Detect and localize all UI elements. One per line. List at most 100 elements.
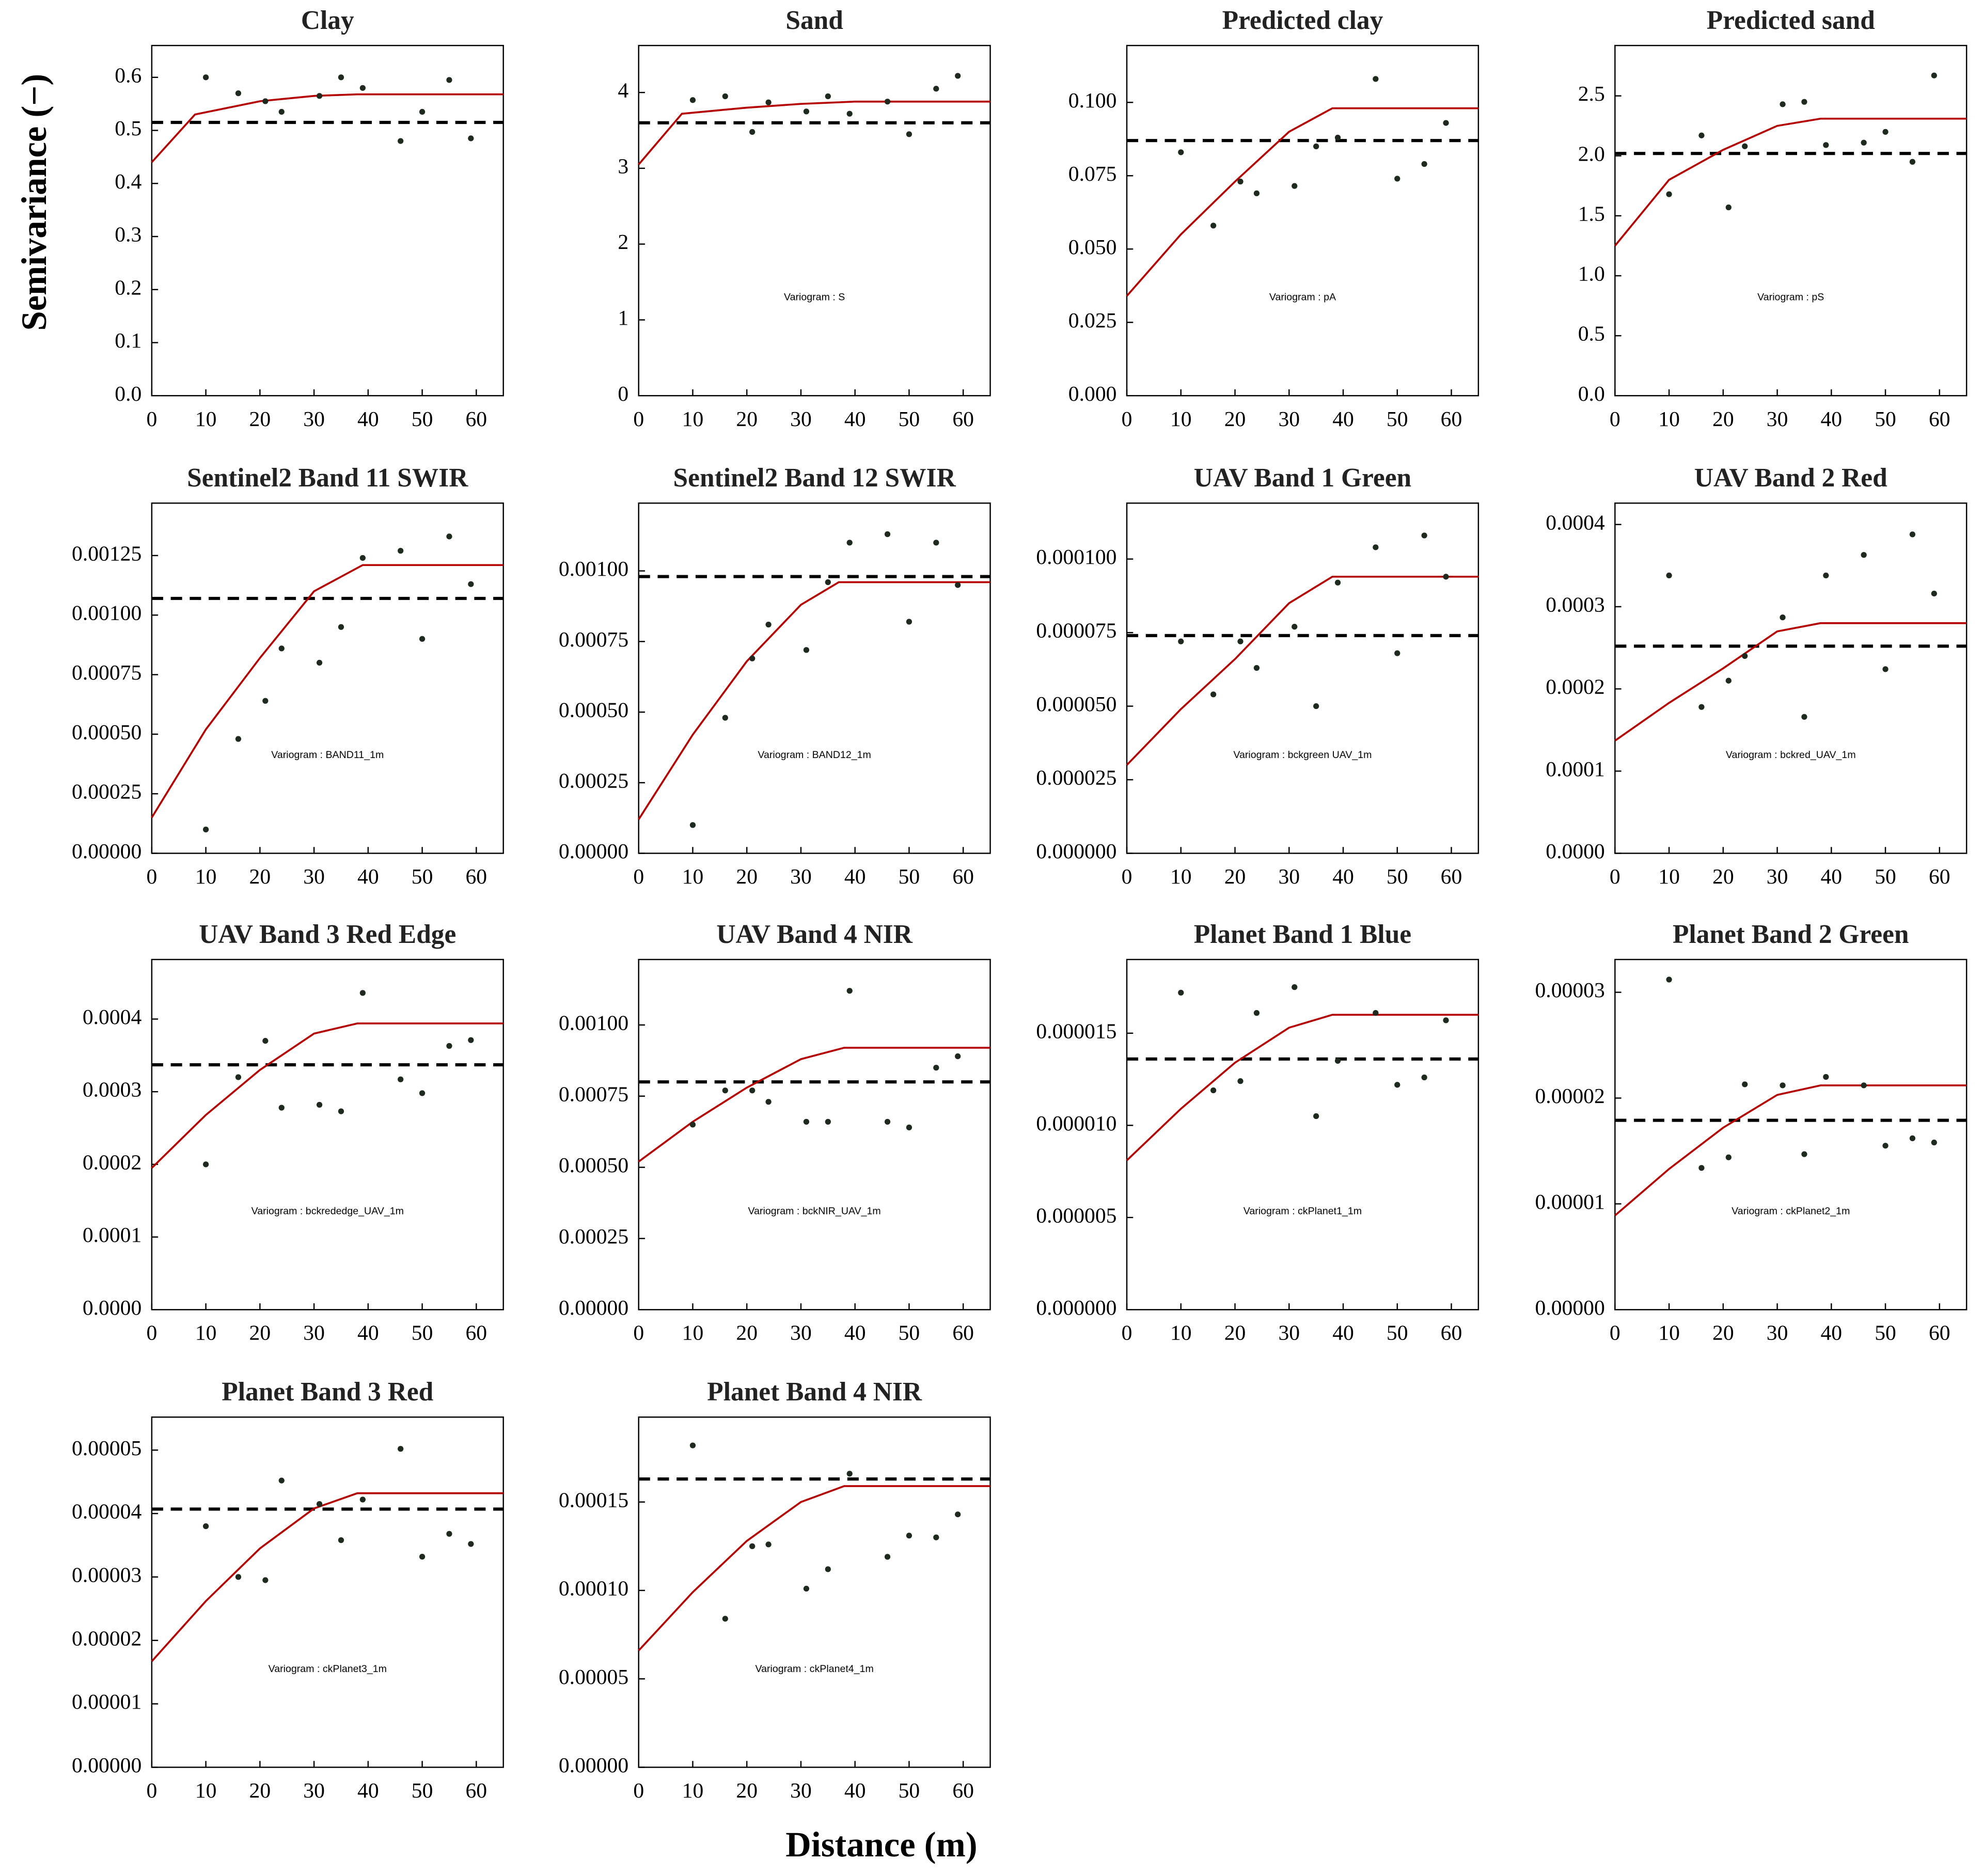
data-point (202, 74, 209, 81)
plot-frame (638, 502, 991, 854)
model-curve (151, 1022, 503, 1169)
data-point (825, 93, 831, 100)
data-point (749, 655, 756, 661)
x-tick-label: 60 (952, 407, 974, 431)
y-tick-label: 0.00050 (559, 699, 628, 722)
plot-frame (638, 1416, 991, 1768)
data-point (1292, 984, 1298, 990)
x-tick-label: 60 (952, 865, 974, 889)
data-point (419, 1090, 426, 1096)
x-tick-label: 30 (790, 865, 812, 889)
data-point (955, 582, 961, 588)
data-point (803, 108, 810, 115)
y-tick-label: 0.0001 (1546, 758, 1604, 781)
x-tick-label: 60 (1929, 407, 1950, 431)
data-point (1313, 703, 1319, 710)
data-point (1801, 714, 1807, 720)
x-tick-label: 40 (1332, 1321, 1354, 1345)
data-point (316, 1101, 323, 1108)
y-tick-label: 0.00100 (559, 1011, 628, 1035)
y-tick-label: 1.0 (1578, 262, 1605, 286)
data-point (1780, 101, 1786, 107)
data-point (202, 826, 209, 832)
data-point (1725, 1154, 1732, 1160)
y-tick-label: 1 (618, 306, 628, 330)
data-point (398, 547, 404, 554)
y-tick-label: 0.3 (115, 223, 141, 247)
data-point (1373, 76, 1379, 82)
data-point (955, 73, 961, 79)
data-point (1801, 1151, 1807, 1157)
data-point (338, 74, 344, 81)
data-point (846, 540, 853, 546)
y-tick-label: 0.000010 (1036, 1112, 1116, 1136)
x-tick-label: 10 (682, 1321, 704, 1345)
subplot-title: UAV Band 2 Red (1694, 463, 1887, 493)
data-point (1666, 191, 1672, 197)
x-tick-label: 40 (844, 865, 866, 889)
x-tick-label: 40 (1332, 865, 1354, 889)
data-point (1823, 1074, 1829, 1080)
plot-frame (1614, 502, 1968, 854)
plot-frame (151, 502, 504, 854)
annotation: Variogram : ckPlanet1_1m (1244, 1206, 1362, 1217)
data-point (1443, 1017, 1449, 1023)
y-tick-label: 2.0 (1578, 142, 1605, 166)
data-point (884, 99, 891, 105)
data-point (955, 1511, 961, 1518)
data-point (1742, 143, 1748, 149)
data-point (765, 1099, 772, 1105)
x-tick-label: 10 (682, 1779, 704, 1803)
y-tick-label: 0.000 (1068, 382, 1117, 406)
y-tick-label: 0.00005 (559, 1665, 628, 1689)
data-point (1882, 129, 1888, 135)
plot-frame (1614, 958, 1968, 1311)
data-point (1178, 638, 1184, 644)
data-point (1725, 677, 1732, 684)
model-curve (1614, 117, 1967, 247)
annotation: Variogram : bckNIR_UAV_1m (748, 1206, 881, 1217)
data-point (933, 86, 939, 92)
x-tick-label: 0 (146, 407, 157, 431)
y-tick-label: 0.00003 (1535, 979, 1604, 1002)
data-point (316, 659, 323, 666)
data-point (884, 1118, 891, 1125)
data-point (884, 1554, 891, 1560)
model-curve (1614, 1084, 1967, 1217)
x-tick-label: 10 (1658, 407, 1680, 431)
x-tick-label: 20 (249, 407, 271, 431)
y-tick-label: 0.2 (115, 276, 141, 299)
data-point (1237, 638, 1244, 644)
x-tick-label: 10 (195, 865, 217, 889)
data-point (1292, 183, 1298, 189)
y-tick-label: 0.00100 (559, 557, 628, 581)
x-tick-label: 50 (1875, 865, 1896, 889)
data-point (398, 138, 404, 144)
x-tick-label: 0 (1122, 407, 1132, 431)
data-point (1666, 572, 1672, 579)
y-tick-label: 0.00002 (72, 1627, 141, 1650)
x-tick-label: 20 (736, 1321, 758, 1345)
plot-frame (638, 44, 991, 397)
y-tick-label: 0.00001 (72, 1690, 141, 1714)
data-point (689, 822, 696, 828)
data-point (1725, 204, 1732, 211)
y-tick-label: 0.0003 (1546, 593, 1604, 617)
x-tick-label: 30 (1767, 865, 1788, 889)
x-tick-label: 60 (466, 1321, 487, 1345)
x-tick-label: 30 (790, 1779, 812, 1803)
data-point (765, 99, 772, 105)
y-tick-label: 0.00050 (72, 720, 141, 744)
data-point (1909, 159, 1916, 165)
subplot-title: UAV Band 1 Green (1194, 463, 1411, 493)
y-tick-label: 0.00015 (559, 1488, 628, 1512)
y-tick-label: 0.00000 (559, 840, 628, 863)
subplot-title: UAV Band 4 NIR (716, 920, 912, 949)
model-curve (151, 564, 503, 818)
data-point (359, 85, 366, 91)
plot-frame (151, 1416, 504, 1768)
x-tick-label: 0 (146, 1321, 157, 1345)
y-tick-label: 0.0004 (1546, 511, 1605, 534)
y-tick-label: 0.0003 (83, 1078, 141, 1102)
